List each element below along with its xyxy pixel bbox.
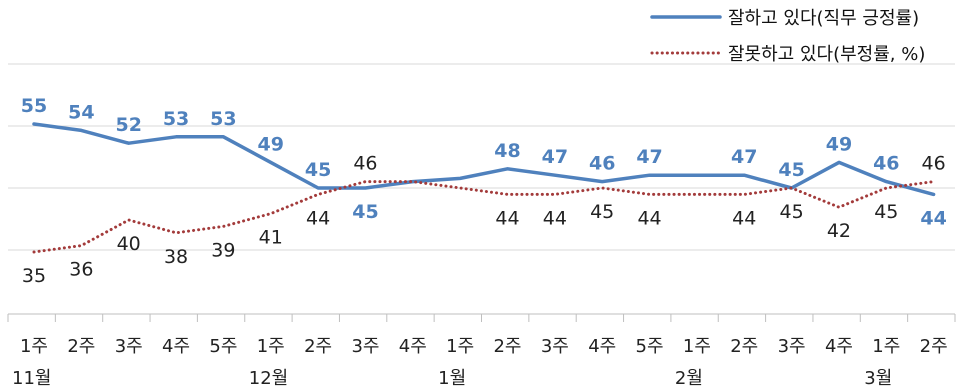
- x-tick-label: 4주: [588, 336, 616, 357]
- x-tick-label: 1주: [257, 336, 285, 357]
- data-label-positive: 47: [731, 146, 757, 168]
- data-label-positive: 46: [589, 153, 615, 175]
- data-label-positive: 45: [305, 159, 331, 181]
- data-label-positive: 47: [542, 146, 568, 168]
- data-label-positive: 47: [636, 146, 662, 168]
- data-label-positive: 45: [352, 201, 378, 223]
- data-label-negative: 35: [22, 265, 46, 287]
- data-label-positive: 54: [68, 101, 94, 123]
- x-tick-label: 3주: [115, 336, 143, 357]
- data-label-positive: 45: [778, 159, 804, 181]
- x-tick-label: 1주: [872, 336, 900, 357]
- data-label-negative: 44: [543, 207, 567, 229]
- x-tick-label: 4주: [162, 336, 190, 357]
- data-label-negative: 45: [590, 201, 614, 223]
- x-tick-label: 2주: [920, 336, 948, 357]
- x-tick-label: 5주: [636, 336, 664, 357]
- data-label-negative: 42: [827, 220, 851, 242]
- legend-label-positive: 잘하고 있다(직무 긍정률): [728, 8, 919, 29]
- x-tick-labels: 1주 2주 3주 4주 5주 1주 2주 3주 4주 1주 2주 3주 4주 5주 1주 2주 3주 4주 1주 2주: [20, 336, 948, 357]
- data-label-negative: 40: [117, 233, 141, 255]
- data-label-negative: 45: [874, 201, 898, 223]
- series-line-negative: [32, 180, 936, 254]
- x-tick-label: 2주: [67, 336, 95, 357]
- data-label-negative: 45: [780, 201, 804, 223]
- month-label: 3월: [864, 368, 892, 389]
- month-label: 2월: [675, 368, 703, 389]
- month-label: 1월: [438, 368, 466, 389]
- gridlines: [8, 63, 955, 251]
- series-lines: [32, 122, 936, 254]
- data-label-negative: 44: [495, 207, 519, 229]
- legend-label-negative: 잘못하고 있다(부정률, %): [728, 44, 925, 65]
- x-tick-label: 2주: [730, 336, 758, 357]
- data-label-positive: 44: [920, 207, 946, 229]
- month-label: 11월: [12, 368, 51, 389]
- x-tick-label: 3주: [541, 336, 569, 357]
- x-tick-label: 3주: [351, 336, 379, 357]
- x-tick-label: 1주: [683, 336, 711, 357]
- x-tick-label: 5주: [209, 336, 237, 357]
- data-label-negative: 44: [637, 207, 661, 229]
- data-label-positive: 55: [21, 95, 47, 117]
- x-tick-label: 1주: [446, 336, 474, 357]
- x-axis: [7, 313, 956, 322]
- data-label-positive: 49: [826, 133, 852, 155]
- data-label-negative: 44: [306, 207, 330, 229]
- month-labels: 11월 12월 1월 2월 3월: [12, 368, 892, 389]
- data-labels: 55 35 54 36 52 40 53 38 53 39 49 41 45 44 45 46 48 44 47 44…: [21, 95, 947, 287]
- series-line-positive: [32, 122, 936, 197]
- data-label-negative: 39: [211, 239, 235, 261]
- data-label-positive: 48: [494, 140, 520, 162]
- data-label-positive: 52: [115, 114, 141, 136]
- data-label-negative: 36: [69, 259, 93, 281]
- data-label-positive: 53: [210, 108, 236, 130]
- x-tick-label: 4주: [825, 336, 853, 357]
- x-tick-label: 1주: [20, 336, 48, 357]
- legend: 잘하고 있다(직무 긍정률) 잘못하고 있다(부정률, %): [650, 8, 925, 65]
- x-tick-label: 4주: [399, 336, 427, 357]
- x-tick-label: 2주: [493, 336, 521, 357]
- x-tick-label: 3주: [778, 336, 806, 357]
- data-label-negative: 46: [922, 153, 946, 175]
- data-label-positive: 53: [163, 108, 189, 130]
- data-label-positive: 46: [873, 153, 899, 175]
- data-label-negative: 44: [732, 207, 756, 229]
- data-label-negative: 41: [259, 227, 283, 249]
- data-label-positive: 49: [258, 133, 284, 155]
- data-label-negative: 46: [353, 153, 377, 175]
- month-label: 12월: [249, 368, 288, 389]
- x-tick-label: 2주: [304, 336, 332, 357]
- data-label-negative: 38: [164, 246, 188, 268]
